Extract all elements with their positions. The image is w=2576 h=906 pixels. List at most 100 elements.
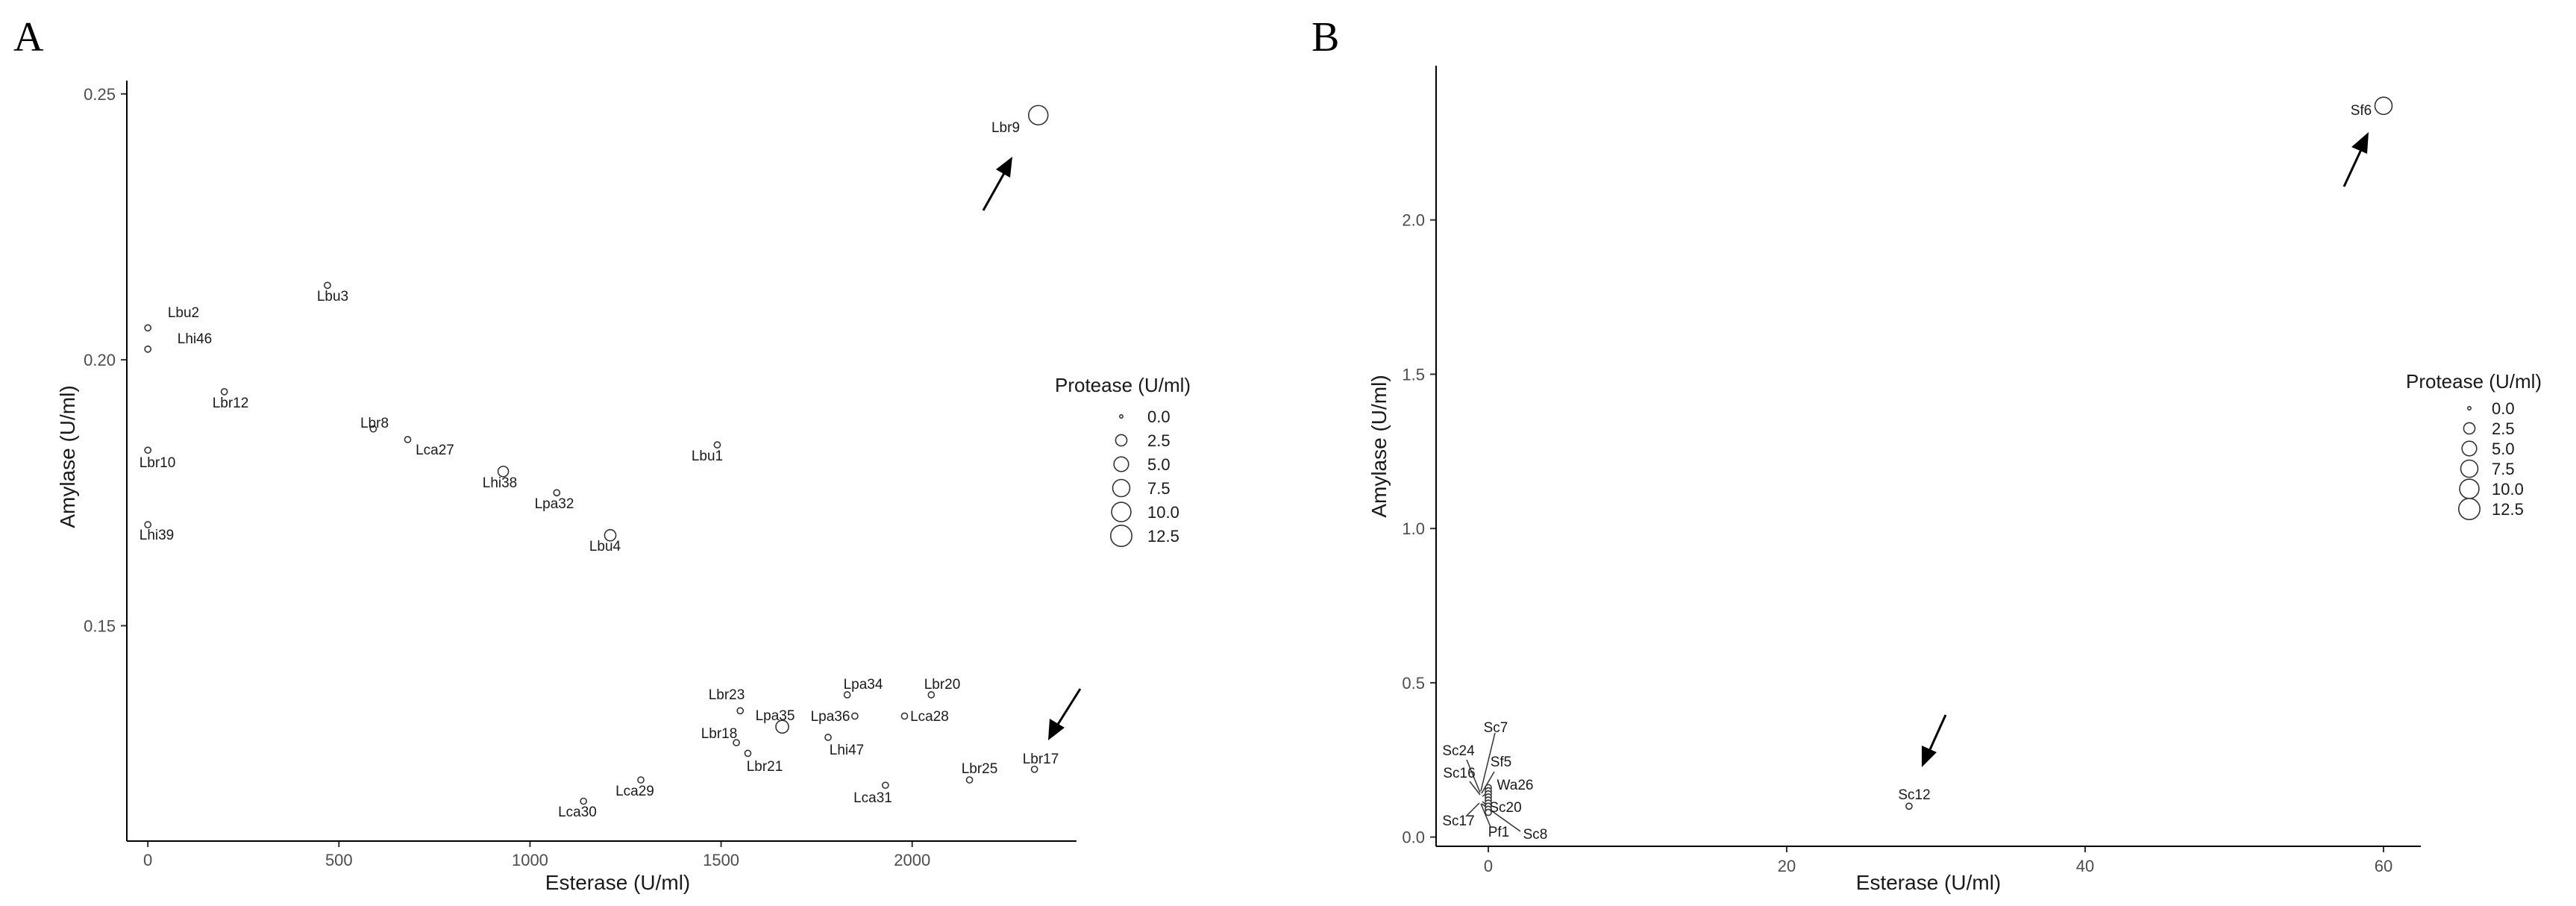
panel-a-tick-labels-y: 0.15 0.20 0.25 — [84, 85, 127, 635]
point-label-lbr10: Lbr10 — [140, 455, 176, 471]
legend-symbol — [1115, 434, 1128, 447]
point-label-lbr9: Lbr9 — [991, 120, 1020, 136]
legend-symbol — [1109, 524, 1133, 548]
panel-b-x-axis-title: Esterase (U/ml) — [1856, 871, 2001, 894]
panel-a-tick-labels-x: 0 500 1000 1500 2000 — [143, 841, 930, 869]
point-label-sc24: Sc24 — [1442, 743, 1475, 759]
y-tick-label: 1.0 — [1402, 519, 1425, 538]
legend-symbol — [2459, 478, 2480, 499]
leader-sf5 — [1481, 771, 1495, 794]
data-point-lbr25 — [965, 776, 974, 784]
legend-symbol — [1112, 478, 1131, 498]
x-tick-label: 60 — [2375, 857, 2392, 875]
data-point-lca31 — [882, 781, 889, 790]
data-point-lhi38 — [497, 465, 510, 478]
y-tick-label: 0.0 — [1402, 828, 1425, 847]
data-point-lhi39 — [144, 521, 152, 528]
point-label-lhi38: Lhi38 — [483, 475, 518, 491]
panel-a-size-legend: Protease (U/ml) 0.0 2.5 5.0 7.5 10.0 12.5 — [1055, 374, 1191, 548]
point-label-lca31: Lca31 — [853, 790, 892, 806]
legend-label: 10.0 — [2492, 480, 2524, 499]
legend-label: 0.0 — [2492, 399, 2515, 418]
x-tick-label: 40 — [2076, 857, 2094, 875]
data-point-sc8 — [1485, 808, 1492, 816]
x-tick-label: 500 — [325, 851, 353, 869]
data-point-lca27 — [404, 436, 412, 443]
data-point-lbr9 — [1028, 104, 1049, 126]
panel-a-arrow-lbr9 — [982, 157, 1012, 211]
data-point-lbr20 — [927, 691, 936, 699]
panel-b-arrow-sc12 — [1922, 714, 1947, 767]
data-point-lhi47 — [824, 734, 832, 741]
point-label-sc17: Sc17 — [1442, 813, 1474, 829]
point-label-sc7: Sc7 — [1484, 720, 1508, 736]
point-label-sc12: Sc12 — [1898, 787, 1930, 803]
panel-b-y-axis-title: Amylase (U/ml) — [1367, 375, 1391, 517]
point-label-lbu2: Lbu2 — [168, 305, 199, 321]
point-label-lbr18: Lbr18 — [701, 726, 738, 742]
legend-label: 7.5 — [1147, 479, 1171, 498]
data-point-lpa35 — [775, 719, 789, 734]
point-label-lbr20: Lbr20 — [924, 677, 961, 693]
y-tick-label: 2.0 — [1402, 211, 1425, 230]
y-tick-label: 0.20 — [84, 351, 116, 369]
legend-label: 7.5 — [2492, 460, 2515, 478]
x-tick-label: 0 — [1484, 857, 1493, 875]
point-label-lbr8: Lbr8 — [360, 416, 389, 431]
point-label-lpa32: Lpa32 — [535, 496, 574, 512]
panel-b-legend-title: Protease (U/ml) — [2406, 370, 2542, 393]
point-label-lbr12: Lbr12 — [213, 396, 249, 411]
legend-label: 10.0 — [1147, 503, 1179, 522]
leader-sc17 — [1465, 802, 1480, 817]
point-label-lbr17: Lbr17 — [1023, 752, 1059, 767]
y-tick-label: 0.5 — [1402, 674, 1425, 693]
point-label-lpa34: Lpa34 — [844, 677, 883, 693]
x-tick-label: 0 — [143, 851, 152, 869]
data-point-lbr10 — [144, 446, 152, 454]
legend-label: 2.5 — [2492, 419, 2515, 438]
y-tick-label: 0.15 — [84, 616, 116, 635]
panel-a-arrow-lbr17 — [1048, 688, 1082, 740]
panel-b-size-legend: Protease (U/ml) 0.02.5 5.0 7.5 10.012.5 — [2406, 370, 2542, 521]
x-tick-label: 2000 — [894, 851, 930, 869]
data-point-lbr23 — [736, 707, 745, 715]
point-label-lhi46: Lhi46 — [178, 331, 213, 347]
panel-letter-a: A — [13, 14, 44, 60]
legend-symbol — [1113, 456, 1129, 472]
data-point-sf6 — [2374, 96, 2393, 116]
data-point-lbu3 — [324, 281, 331, 290]
data-point-lbr12 — [220, 388, 228, 396]
leader-sc7 — [1480, 732, 1496, 792]
data-point-lbr17 — [1030, 765, 1038, 773]
data-point-sc12 — [1905, 802, 1913, 810]
point-label-lpa36: Lpa36 — [811, 709, 850, 725]
point-label-lbu3: Lbu3 — [317, 289, 348, 304]
point-label-lca28: Lca28 — [910, 709, 949, 725]
x-tick-label: 1500 — [703, 851, 739, 869]
y-tick-label: 0.25 — [84, 85, 116, 104]
data-point-lbu1 — [713, 441, 721, 449]
leader-sc24 — [1466, 759, 1481, 793]
point-label-lbr25: Lbr25 — [962, 761, 998, 777]
leader-pf1 — [1480, 803, 1491, 828]
legend-symbol — [2457, 497, 2481, 521]
legend-symbol — [1119, 413, 1124, 419]
x-tick-label: 20 — [1778, 857, 1796, 875]
data-point-lbr18 — [733, 739, 740, 747]
legend-label: 12.5 — [1147, 527, 1179, 546]
panel-b-tick-labels-x: 0 20 40 60 — [1484, 846, 2392, 875]
point-label-sc20: Sc20 — [1489, 800, 1521, 816]
point-label-lca27: Lca27 — [416, 443, 454, 458]
legend-symbol — [2467, 405, 2472, 410]
panel-letter-b: B — [1311, 14, 1339, 60]
point-label-lpa35: Lpa35 — [756, 708, 795, 724]
legend-symbol — [2463, 422, 2476, 435]
data-point-lbu2 — [144, 324, 152, 332]
point-label-wa26: Wa26 — [1497, 778, 1534, 793]
data-point-lpa32 — [553, 489, 561, 497]
legend-label: 2.5 — [1147, 431, 1171, 450]
data-point-lca30 — [580, 797, 588, 805]
data-point-lhi46 — [144, 345, 152, 353]
panel-a: A 0.15 0.20 0.25 0 500 1000 1500 2000 Lbr9 Lbu3… — [13, 14, 1191, 894]
